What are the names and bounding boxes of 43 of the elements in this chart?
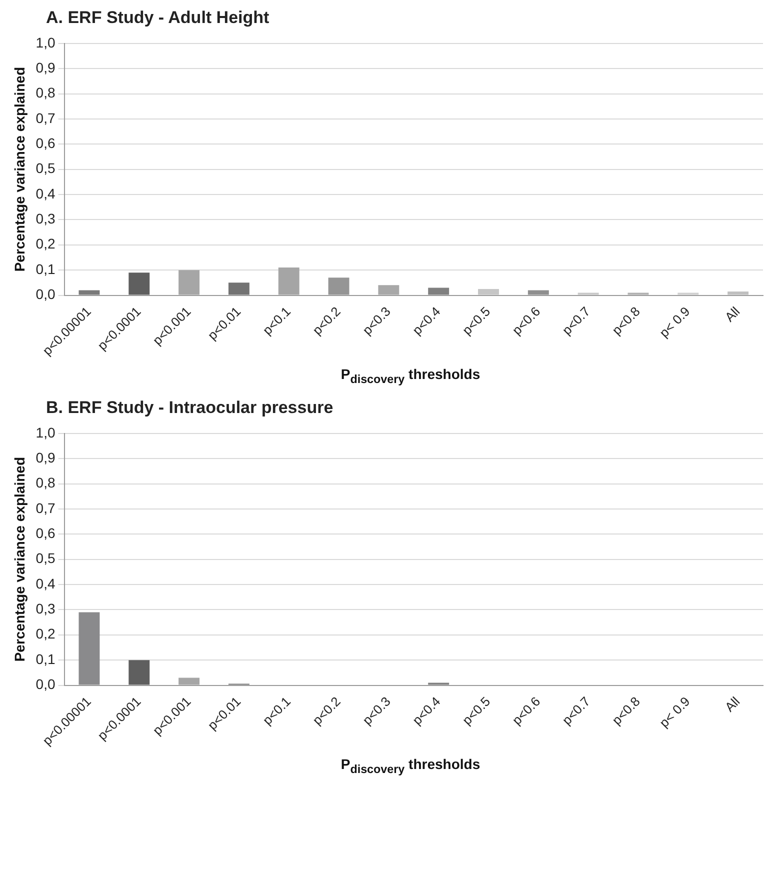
bar [128, 272, 150, 295]
y-tick-label: 0,6 [36, 135, 56, 152]
y-tick-label: 0,2 [36, 626, 56, 642]
x-tick-label: p< 0.9 [656, 304, 693, 340]
bar [178, 270, 200, 295]
chart-title: A. ERF Study - Adult Height [45, 8, 270, 28]
x-tick-label: All [722, 304, 743, 325]
bar [78, 290, 100, 295]
bar [478, 288, 499, 295]
x-axis-title: P$_{discovery}$ thresholds [340, 366, 482, 386]
bar [178, 678, 200, 685]
y-tick-label: 0,1 [36, 260, 56, 277]
x-axis-title: P$_{discovery}$ thresholds [340, 756, 482, 776]
y-tick-label: 1,0 [36, 34, 56, 50]
chart-title: B. ERF Study - Intraocular pressure [45, 398, 334, 418]
y-axis-title: Percentage variance explained [11, 456, 28, 662]
bar [728, 291, 749, 295]
y-tick-label: 0,9 [36, 449, 56, 466]
y-tick-label: 0,5 [36, 550, 56, 566]
bar [128, 660, 150, 685]
y-tick-label: 0,0 [36, 676, 56, 692]
y-tick-label: 0,8 [36, 84, 56, 101]
y-tick-label: 0,3 [36, 600, 56, 616]
y-tick-label: 0,0 [36, 286, 56, 302]
y-tick-label: 0,6 [36, 524, 56, 541]
bar [378, 285, 400, 295]
y-tick-label: 0,7 [36, 500, 56, 516]
y-tick-label: 0,5 [36, 160, 56, 176]
y-tick-label: 1,0 [36, 424, 56, 440]
bar [78, 612, 100, 685]
bar [228, 282, 250, 295]
y-tick-label: 0,1 [36, 650, 56, 667]
y-axis-title: Percentage variance explained [11, 66, 28, 272]
bar [428, 288, 450, 295]
y-tick-label: 0,3 [36, 210, 56, 227]
y-tick-label: 0,4 [36, 575, 56, 592]
x-tick-label: All [722, 694, 743, 714]
y-tick-label: 0,4 [36, 185, 56, 202]
y-tick-label: 0,7 [36, 110, 56, 126]
y-tick-label: 0,2 [36, 236, 56, 252]
y-tick-label: 0,8 [36, 474, 56, 490]
y-tick-label: 0,9 [36, 59, 56, 76]
x-tick-label: p< 0.9 [656, 694, 693, 730]
